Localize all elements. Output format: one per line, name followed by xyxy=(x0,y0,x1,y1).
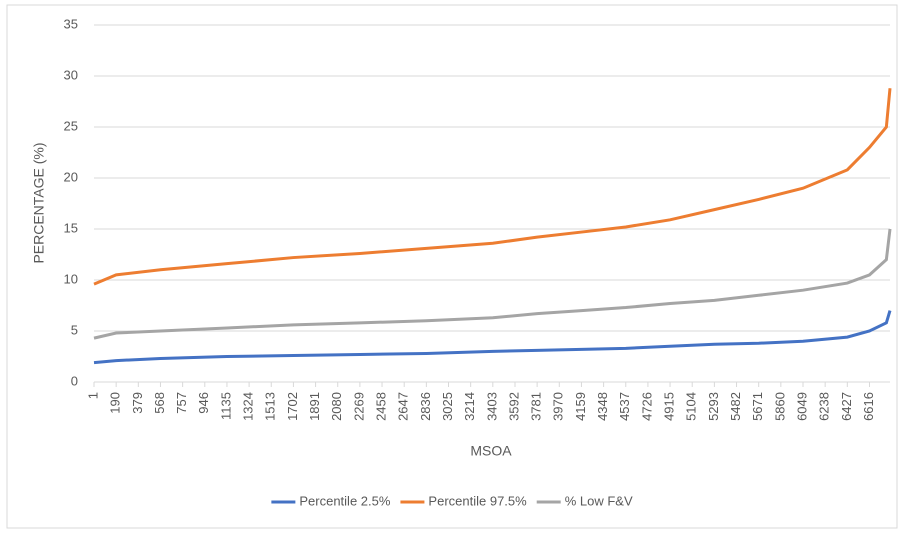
x-tick-label: 4726 xyxy=(639,392,654,421)
x-tick-label: 1135 xyxy=(218,392,233,420)
x-tick-label: 1702 xyxy=(285,392,300,421)
x-tick-label: 2269 xyxy=(351,392,366,421)
x-tick-label: 4537 xyxy=(617,392,632,421)
legend-label: Percentile 97.5% xyxy=(428,493,527,508)
x-tick-label: 946 xyxy=(196,392,211,414)
x-tick-label: 3403 xyxy=(484,392,499,421)
y-tick-label: 25 xyxy=(64,118,78,133)
x-tick-label: 2647 xyxy=(396,392,411,421)
x-tick-label: 3970 xyxy=(551,392,566,421)
x-tick-label: 2458 xyxy=(373,392,388,421)
chart-frame xyxy=(6,4,898,529)
x-tick-label: 6616 xyxy=(861,392,876,421)
x-tick-label: 568 xyxy=(152,392,167,414)
legend-label: Percentile 2.5% xyxy=(299,493,390,508)
x-tick-label: 1513 xyxy=(263,392,278,421)
data-line xyxy=(93,88,892,286)
y-tick-label: 15 xyxy=(64,220,78,235)
x-tick-label: 3025 xyxy=(440,392,455,421)
x-tick-label: 2836 xyxy=(418,392,433,421)
y-tick-label: 10 xyxy=(64,271,78,286)
x-tick-label: 6427 xyxy=(839,392,854,421)
x-tick-label: 5671 xyxy=(750,392,765,421)
data-line xyxy=(93,228,892,340)
x-tick-label: 5860 xyxy=(772,392,787,421)
x-tick-label: 379 xyxy=(130,392,145,414)
x-axis-title: MSOA xyxy=(470,443,512,459)
x-tick-label: 3592 xyxy=(506,392,521,421)
legend-label: % Low F&V xyxy=(565,493,633,508)
x-tick-label: 4348 xyxy=(595,392,610,421)
x-tick-label: 190 xyxy=(108,392,123,414)
x-tick-label: 3781 xyxy=(529,392,544,421)
x-tick-label: 6238 xyxy=(817,392,832,421)
x-tick-label: 5482 xyxy=(728,392,743,421)
x-tick-label: 6049 xyxy=(794,392,809,421)
x-tick-label: 3214 xyxy=(462,392,477,421)
x-tick-label: 757 xyxy=(174,392,189,414)
data-line xyxy=(93,310,892,365)
x-tick-label: 5104 xyxy=(684,392,699,421)
x-tick-label: 4915 xyxy=(662,392,677,421)
x-tick-label: 2080 xyxy=(329,392,344,421)
y-tick-label: 20 xyxy=(64,169,78,184)
y-tick-label: 30 xyxy=(64,67,78,82)
y-tick-label: 35 xyxy=(64,16,78,31)
y-axis-title: PERCENTAGE (%) xyxy=(31,142,47,263)
x-tick-label: 1324 xyxy=(241,392,256,421)
y-tick-label: 0 xyxy=(71,373,78,388)
x-tick-label: 5293 xyxy=(706,392,721,421)
y-tick-label: 5 xyxy=(71,322,78,337)
x-tick-label: 1891 xyxy=(307,392,322,421)
x-tick-label: 1 xyxy=(85,392,100,399)
x-tick-label: 4159 xyxy=(573,392,588,421)
